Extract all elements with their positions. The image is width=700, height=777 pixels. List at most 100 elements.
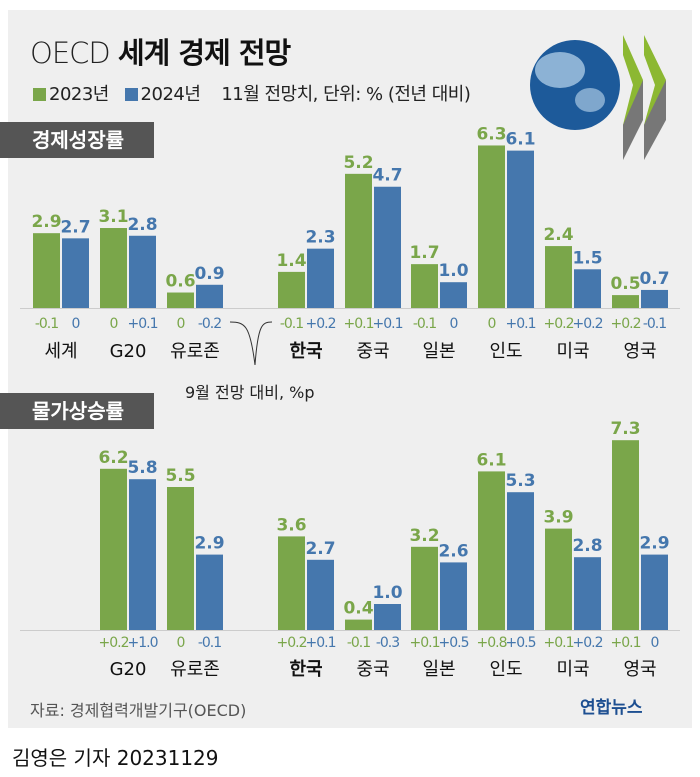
value-label: 2.7 (60, 217, 90, 237)
bar-2023 (345, 619, 372, 630)
bar-2024 (574, 269, 601, 308)
bar-2023 (100, 468, 127, 630)
value-label: 0.6 (165, 272, 195, 292)
bar-2023 (478, 471, 505, 630)
change-label: +0.1 (128, 316, 158, 332)
value-label: 1.7 (409, 243, 439, 263)
category-label: 유로존 (170, 341, 220, 362)
value-label: 2.7 (305, 539, 335, 559)
legend: 2023년 2024년 11월 전망치, 단위: % (전년 대비) (33, 80, 471, 106)
change-label: +0.1 (344, 316, 374, 332)
bracket-line (229, 321, 273, 366)
change-label: 0 (177, 635, 185, 651)
title-main: 세계 경제 전망 (117, 36, 291, 70)
globe-icon (530, 40, 620, 130)
bar-2023 (411, 264, 438, 308)
category-label: 세계 (44, 341, 77, 362)
bar-2023 (411, 546, 438, 630)
bar-2024 (641, 554, 668, 630)
footnote: 9월 전망 대비, %p (185, 383, 314, 402)
value-label: 2.8 (572, 536, 602, 556)
change-label: +0.1 (410, 635, 440, 651)
category-label: 영국 (623, 341, 656, 362)
value-label: 2.6 (438, 541, 468, 561)
change-label: -0.2 (198, 316, 221, 332)
value-label: 5.3 (505, 471, 535, 491)
legend-note: 11월 전망치, 단위: % (전년 대비) (221, 84, 471, 105)
bar-2023 (167, 487, 194, 630)
yonhap-logo: 연합뉴스 (580, 698, 643, 718)
change-label: -0.1 (347, 635, 370, 651)
value-label: 5.8 (127, 458, 157, 478)
change-label: -0.1 (280, 316, 303, 332)
category-label: 중국 (356, 341, 389, 362)
source-text: 자료: 경제협력개발기구(OECD) (30, 701, 247, 720)
bar-2024 (307, 559, 334, 630)
bar-2024 (440, 282, 467, 308)
change-label: 0 (488, 316, 496, 332)
legend-2024: 2024년 (140, 84, 201, 105)
bar-2023 (545, 528, 572, 630)
bar-2023 (612, 440, 639, 630)
value-label: 3.1 (98, 207, 128, 227)
legend-swatch-2023 (33, 88, 46, 101)
change-label: -0.1 (643, 316, 666, 332)
value-label: 1.0 (372, 583, 402, 603)
value-label: 0.9 (194, 264, 224, 284)
value-label: 6.1 (505, 130, 535, 150)
page-title: OECD 세계 경제 전망 (30, 30, 291, 72)
category-label: 인도 (489, 341, 522, 362)
value-label: 0.7 (639, 269, 669, 289)
change-label: +0.2 (99, 635, 129, 651)
change-label: 0 (177, 316, 185, 332)
value-label: 5.5 (165, 466, 195, 486)
bar-2024 (62, 238, 89, 308)
bar-2024 (507, 492, 534, 630)
value-label: 1.0 (438, 261, 468, 281)
change-label: -0.1 (35, 316, 58, 332)
change-label: -0.1 (413, 316, 436, 332)
bar-2024 (196, 554, 223, 630)
bar-2023 (612, 295, 639, 308)
change-label: 0 (72, 316, 80, 332)
value-label: 5.2 (343, 153, 373, 173)
change-label: +0.2 (306, 316, 336, 332)
change-label: +0.2 (611, 316, 641, 332)
category-label: 미국 (556, 341, 589, 362)
change-label: +0.2 (544, 316, 574, 332)
value-label: 3.9 (543, 508, 573, 528)
bar-2024 (574, 557, 601, 630)
category-label: 일본 (422, 659, 455, 680)
value-label: 0.5 (610, 274, 640, 294)
change-label: 0 (651, 635, 659, 651)
bar-2024 (196, 284, 223, 308)
value-label: 0.4 (343, 599, 373, 619)
change-label: +1.0 (128, 635, 158, 651)
section-inflation: 물가상승률 (0, 393, 154, 429)
category-label: 한국 (289, 659, 322, 680)
bar-2023 (545, 246, 572, 308)
change-label: +0.2 (573, 316, 603, 332)
value-label: 2.9 (31, 212, 61, 232)
bar-2024 (129, 479, 156, 630)
bar-2023 (345, 173, 372, 308)
change-label: +0.2 (277, 635, 307, 651)
change-label: 0 (450, 316, 458, 332)
change-label: -0.1 (198, 635, 221, 651)
change-label: +0.1 (506, 316, 536, 332)
legend-swatch-2024 (124, 88, 138, 101)
value-label: 2.9 (639, 534, 669, 554)
category-label: G20 (110, 659, 147, 680)
bar-2024 (641, 289, 668, 308)
bar-2024 (307, 248, 334, 308)
bar-2024 (440, 562, 467, 630)
value-label: 2.3 (305, 228, 335, 248)
bar-2024 (507, 150, 534, 308)
change-label: +0.1 (373, 316, 403, 332)
category-label: 한국 (289, 341, 322, 362)
bar-2023 (478, 145, 505, 308)
change-label: +0.2 (573, 635, 603, 651)
change-label: 0 (110, 316, 118, 332)
value-label: 1.5 (572, 248, 602, 268)
